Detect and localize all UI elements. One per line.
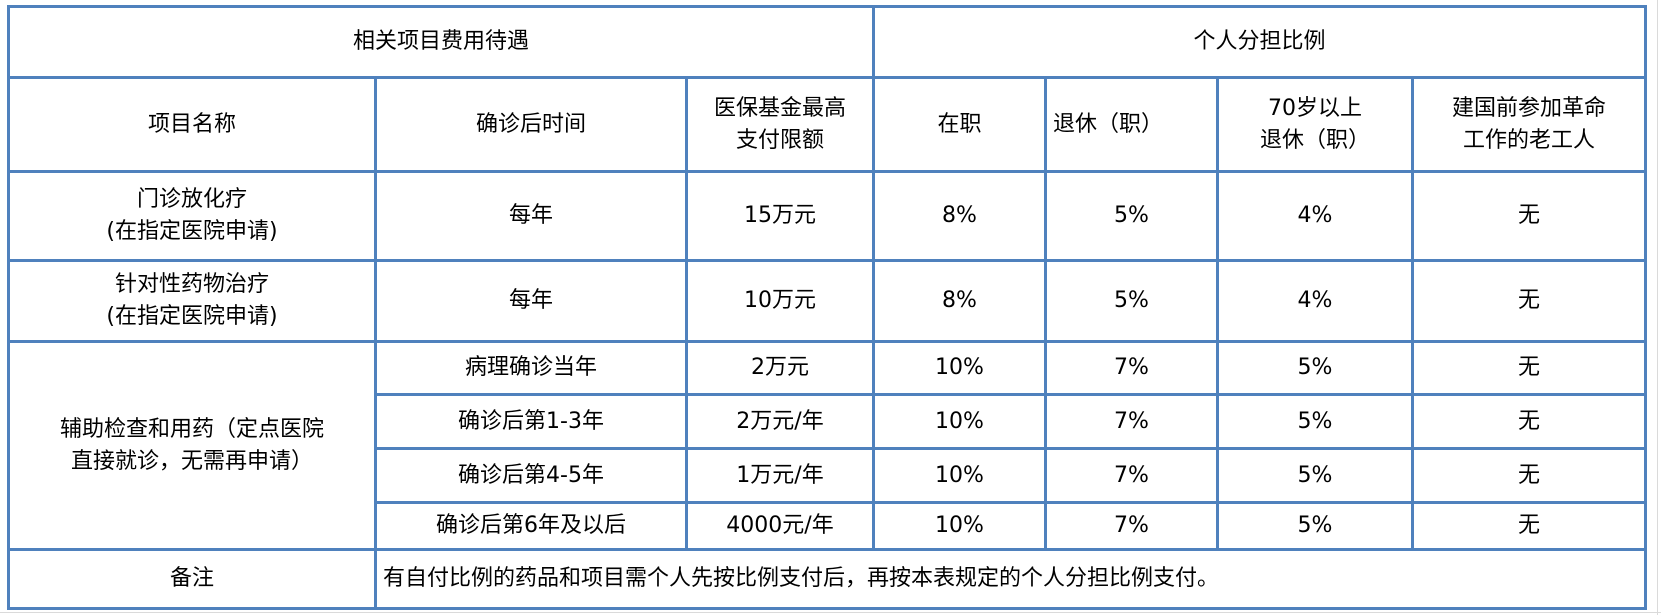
item-veteran: 无 <box>1411 393 1647 450</box>
item-active: 10% <box>872 447 1047 504</box>
item-active: 8% <box>872 170 1047 262</box>
item-limit: 15万元 <box>685 170 875 262</box>
item-veteran: 无 <box>1411 340 1647 396</box>
note-row: 备注 有自付比例的药品和项目需个人先按比例支付后，再按本表规定的个人分担比例支付… <box>7 548 1647 610</box>
item-time: 病理确诊当年 <box>374 340 688 396</box>
item-active: 10% <box>872 393 1047 450</box>
item-time: 确诊后第4-5年 <box>374 447 688 504</box>
item-limit: 10万元 <box>685 259 875 343</box>
item-time: 每年 <box>374 170 688 262</box>
col-header-time: 确诊后时间 <box>374 76 688 173</box>
col-header-active: 在职 <box>872 76 1047 173</box>
item-active: 8% <box>872 259 1047 343</box>
table-row: 确诊后第4-5年 1万元/年 10% 7% 5% 无 <box>9 447 1647 504</box>
item-retired70: 5% <box>1216 340 1414 396</box>
item-retired: 5% <box>1044 170 1219 262</box>
item-limit: 2万元/年 <box>685 393 875 450</box>
col-header-retired: 退休（职） <box>1044 76 1219 173</box>
item-limit: 4000元/年 <box>685 501 875 551</box>
item-time: 确诊后第6年及以后 <box>374 501 688 551</box>
item-active: 10% <box>872 340 1047 396</box>
header-row: 项目名称 确诊后时间 医保基金最高 支付限额 在职 退休（职） 70岁以上 退休… <box>7 76 1647 173</box>
table-row: 针对性药物治疗 (在指定医院申请) 每年 10万元 8% 5% 4% 无 <box>7 259 1647 343</box>
table-row: 确诊后第1-3年 2万元/年 10% 7% 5% 无 <box>9 393 1647 450</box>
item-retired70: 4% <box>1216 259 1414 343</box>
item-name: 针对性药物治疗 (在指定医院申请) <box>7 259 377 343</box>
item-retired70: 5% <box>1216 501 1414 551</box>
col-header-retired70: 70岁以上 退休（职） <box>1216 76 1414 173</box>
item-veteran: 无 <box>1411 170 1647 262</box>
benefits-table: 相关项目费用待遇 个人分担比例 项目名称 确诊后时间 医保基金最高 支付限额 在… <box>7 5 1647 610</box>
item-limit: 2万元 <box>685 340 875 396</box>
item-retired: 7% <box>1044 393 1219 450</box>
header-group-right: 个人分担比例 <box>872 5 1647 79</box>
item-retired: 7% <box>1044 501 1219 551</box>
item-retired: 7% <box>1044 447 1219 504</box>
group-name: 辅助检查和用药（定点医院 直接就诊，无需再申请） <box>7 340 377 551</box>
item-retired70: 5% <box>1216 393 1414 450</box>
sheet-gridline <box>0 612 1661 613</box>
note-label: 备注 <box>7 548 377 610</box>
item-veteran: 无 <box>1411 447 1647 504</box>
sheet-gridline <box>1657 0 1658 615</box>
item-time: 确诊后第1-3年 <box>374 393 688 450</box>
item-retired70: 4% <box>1216 170 1414 262</box>
item-retired: 5% <box>1044 259 1219 343</box>
table-row: 门诊放化疗 (在指定医院申请) 每年 15万元 8% 5% 4% 无 <box>7 170 1647 262</box>
item-limit: 1万元/年 <box>685 447 875 504</box>
table-row: 确诊后第6年及以后 4000元/年 10% 7% 5% 无 <box>9 501 1647 551</box>
note-text: 有自付比例的药品和项目需个人先按比例支付后，再按本表规定的个人分担比例支付。 <box>374 548 1647 610</box>
item-active: 10% <box>872 501 1047 551</box>
item-name: 门诊放化疗 (在指定医院申请) <box>7 170 377 262</box>
item-retired70: 5% <box>1216 447 1414 504</box>
item-time: 每年 <box>374 259 688 343</box>
col-header-veteran: 建国前参加革命 工作的老工人 <box>1411 76 1647 173</box>
col-header-name: 项目名称 <box>7 76 377 173</box>
header-group-left: 相关项目费用待遇 <box>7 5 875 79</box>
table-row: 辅助检查和用药（定点医院 直接就诊，无需再申请） 病理确诊当年 2万元 10% … <box>7 340 1647 551</box>
item-retired: 7% <box>1044 340 1219 396</box>
item-veteran: 无 <box>1411 501 1647 551</box>
col-header-limit: 医保基金最高 支付限额 <box>685 76 875 173</box>
header-group-row: 相关项目费用待遇 个人分担比例 <box>7 5 1647 79</box>
item-veteran: 无 <box>1411 259 1647 343</box>
